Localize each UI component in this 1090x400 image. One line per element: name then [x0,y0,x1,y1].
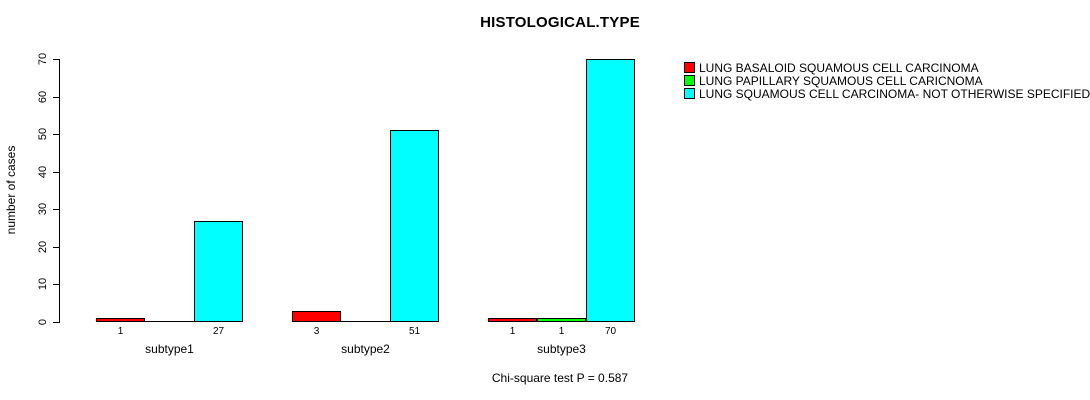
category-label: subtype1 [145,342,194,356]
y-axis-tick [53,322,59,323]
y-axis-tick [53,247,59,248]
chi-square-caption: Chi-square test P = 0.587 [491,371,629,385]
legend-color-swatch [684,62,695,73]
bar [194,221,243,322]
bar-value-label: 3 [313,326,320,337]
bar-value-label: 51 [408,326,421,337]
bar [390,130,439,322]
zero-height-bar [145,321,194,322]
legend-item: LUNG PAPILLARY SQUAMOUS CELL CARICNOMA [684,73,983,88]
y-axis-tick-label: 30 [37,202,49,216]
y-axis-tick-label: 50 [37,127,49,141]
y-axis-line [59,59,60,323]
bar [96,318,145,322]
legend-color-swatch [684,75,695,86]
chart-title: HISTOLOGICAL.TYPE [480,14,640,31]
bar [537,318,586,322]
bar-value-label: 1 [558,326,565,337]
legend-item: LUNG SQUAMOUS CELL CARCINOMA- NOT OTHERW… [684,86,1090,101]
category-label: subtype2 [341,342,390,356]
y-axis-label: number of cases [4,145,18,235]
zero-height-bar [341,321,390,322]
y-axis-tick-label: 40 [37,165,49,179]
bar-value-label: 27 [212,326,225,337]
bar-value-label: 1 [117,326,124,337]
legend-color-swatch [684,88,695,99]
y-axis-tick [53,172,59,173]
y-axis-tick-label: 10 [37,277,49,291]
y-axis-tick [53,97,59,98]
y-axis-tick [53,209,59,210]
y-axis-tick-label: 0 [37,318,49,326]
bar [292,311,341,322]
y-axis-tick [53,59,59,60]
y-axis-tick [53,134,59,135]
bar-value-label: 70 [604,326,617,337]
legend-item-label: LUNG BASALOID SQUAMOUS CELL CARCINOMA [699,60,979,75]
legend-item: LUNG BASALOID SQUAMOUS CELL CARCINOMA [684,60,979,75]
bar [488,318,537,322]
y-axis-tick-label: 20 [37,240,49,254]
bar [586,59,635,322]
legend-item-label: LUNG SQUAMOUS CELL CARCINOMA- NOT OTHERW… [699,86,1090,101]
y-axis-tick [53,284,59,285]
y-axis-tick-label: 70 [37,52,49,66]
y-axis-tick-label: 60 [37,90,49,104]
category-label: subtype3 [537,342,586,356]
bar-value-label: 1 [509,326,516,337]
legend-item-label: LUNG PAPILLARY SQUAMOUS CELL CARICNOMA [699,73,983,88]
